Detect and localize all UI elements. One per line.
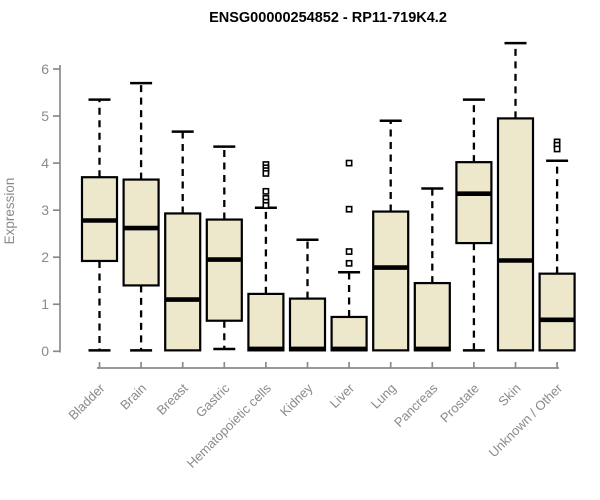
outlier-point (262, 202, 270, 209)
y-axis-label: Expression (2, 178, 17, 245)
box-kidney (288, 238, 327, 352)
chart-title: ENSG00000254852 - RP11-719K4.2 (209, 10, 447, 26)
iqr-box (538, 272, 576, 352)
boxes-layer (80, 41, 576, 352)
iqr-box (205, 218, 243, 322)
x-tick-label: Skin (495, 381, 523, 409)
y-tick-label: 2 (41, 249, 49, 265)
iqr-box (496, 117, 535, 352)
outlier-point (345, 248, 353, 255)
outlier-point (345, 159, 353, 167)
x-tick-label: Gastric (193, 380, 233, 420)
y-tick-label: 6 (41, 61, 49, 77)
box-skin (496, 41, 535, 352)
x-tick-label: Lung (368, 381, 399, 412)
outlier-point (262, 170, 270, 177)
box-liver (330, 159, 368, 352)
box-hematopoietic-cells (247, 161, 285, 352)
iqr-box (372, 210, 410, 352)
x-tick-label: Unknown / Other (486, 380, 566, 460)
y-tick-label: 5 (41, 108, 49, 124)
outlier-point (345, 205, 353, 213)
box-pancreas (413, 187, 451, 352)
x-tick-label: Kidney (277, 380, 316, 419)
outlier-point (553, 145, 561, 153)
box-breast (164, 130, 202, 352)
outlier-point (262, 187, 270, 195)
x-tick-label: Liver (327, 380, 358, 411)
iqr-box (122, 178, 160, 287)
outlier-point (345, 259, 353, 267)
iqr-box (247, 292, 285, 352)
box-unknown-other (538, 138, 576, 352)
box-brain (122, 81, 160, 352)
y-tick-label: 3 (41, 202, 49, 218)
iqr-box (164, 212, 202, 352)
iqr-box (413, 281, 451, 352)
box-lung (372, 119, 410, 352)
x-tick-label: Breast (154, 380, 191, 417)
x-tick-label: Bladder (65, 380, 108, 423)
iqr-box (455, 161, 493, 245)
y-tick-label: 4 (41, 155, 49, 171)
box-gastric (205, 145, 243, 351)
y-tick-label: 0 (41, 343, 49, 359)
x-tick-label: Prostate (437, 381, 482, 426)
iqr-box (330, 315, 368, 352)
x-tick-label: Pancreas (391, 380, 441, 430)
iqr-box (288, 297, 327, 352)
y-tick-label: 1 (41, 296, 49, 312)
box-bladder (80, 98, 119, 352)
box-prostate (455, 98, 493, 352)
x-tick-label: Brain (117, 381, 149, 413)
